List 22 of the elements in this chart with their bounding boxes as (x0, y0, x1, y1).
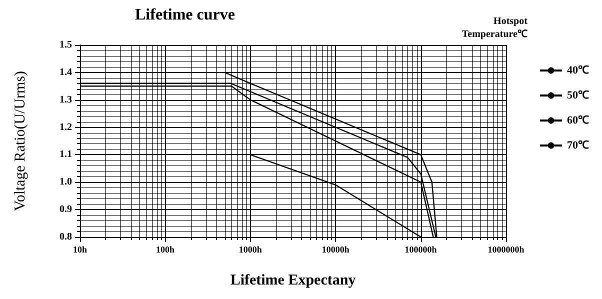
legend-label: 70℃ (567, 140, 589, 152)
chart-title: Lifetime curve (135, 6, 235, 24)
x-tick-label: 10000h (322, 244, 350, 254)
x-axis-title: Lifetime Expectany (230, 272, 356, 288)
y-tick-label: 1.2 (60, 122, 72, 133)
y-tick-label: 1.3 (60, 94, 72, 106)
y-tick-label: 1.5 (60, 40, 72, 50)
legend-title: Hotspot Temperature℃ (462, 16, 528, 40)
y-tick-label: 1.4 (60, 66, 72, 78)
x-tick-label: 1000000h (488, 244, 524, 254)
y-tick-label: 1.0 (60, 176, 72, 188)
y-tick-label: 1.1 (60, 149, 72, 160)
y-tick-label: 0.9 (60, 204, 72, 216)
legend-label: 50℃ (567, 90, 589, 102)
y-axis-title: Voltage Ratio(U/Urms) (12, 70, 28, 212)
legend-label: 40℃ (567, 64, 589, 76)
legend-label: 60℃ (567, 114, 589, 126)
y-tick-label: 0.8 (60, 232, 72, 242)
x-tick-label: 100h (156, 244, 174, 254)
x-tick-label: 1000h (238, 244, 262, 254)
x-tick-label: 10h (72, 244, 88, 254)
x-tick-label: 100000h (404, 244, 437, 254)
